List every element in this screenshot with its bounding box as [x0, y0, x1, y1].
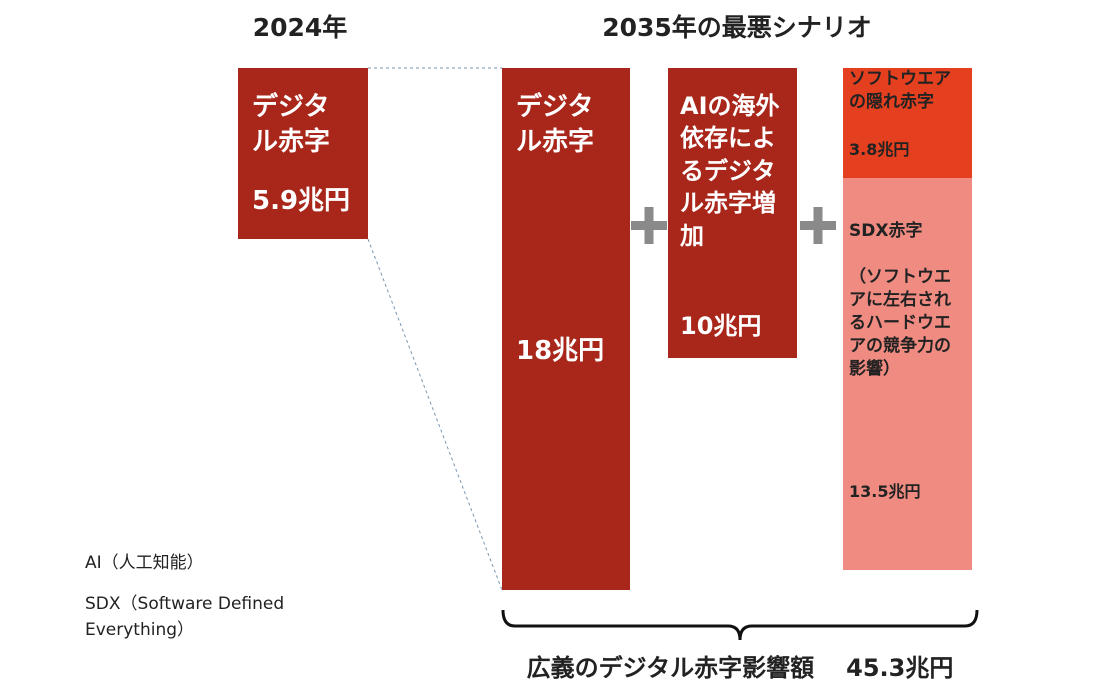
bar-segment: デジタル赤字 5.9兆円	[238, 68, 368, 240]
total: 広義のデジタル赤字影響額 45.3兆円	[440, 648, 1040, 683]
bar-segment: ソフトウエアの隠れ赤字 3.8兆円	[843, 68, 972, 179]
segment-name: デジタル赤字	[252, 92, 331, 158]
header: 2024年	[252, 13, 348, 42]
bar-segment: SDX赤字 （ソフトウエアに左右されるハードウエアの競争力の影響） 13.5兆円	[843, 178, 972, 570]
total-caption: 広義のデジタル赤字影響額	[526, 654, 815, 682]
plus	[813, 207, 823, 244]
bracket	[501, 609, 979, 641]
plus	[644, 207, 654, 244]
segment-description: （ソフトウエアに左右されるハードウエアの競争力の影響）	[849, 267, 951, 379]
bar-segment: デジタル赤字 18兆円	[502, 68, 630, 590]
note: SDX（Software Defined Everything）	[85, 594, 285, 640]
value-label: 18兆円	[516, 336, 605, 366]
segment-name: ソフトウエアの隠れ赤字	[849, 69, 951, 112]
value-label: 3.8兆円	[849, 140, 910, 159]
value-label: 5.9兆円	[252, 186, 351, 216]
segment-name: SDX赤字	[849, 221, 923, 242]
segment-name: AIの海外依存によるデジタル赤字増加	[680, 92, 780, 250]
total-label: 45.3兆円	[846, 654, 954, 682]
header: 2035年の最悪シナリオ	[602, 13, 872, 42]
segment-name: デジタル赤字	[516, 92, 595, 158]
note: AI（人工知能）	[85, 553, 204, 573]
value-label: 13.5兆円	[849, 482, 921, 502]
connector	[367, 238, 503, 591]
value-label: 10兆円	[680, 312, 762, 340]
bar-segment: AIの海外依存によるデジタル赤字増加 10兆円	[668, 68, 797, 358]
